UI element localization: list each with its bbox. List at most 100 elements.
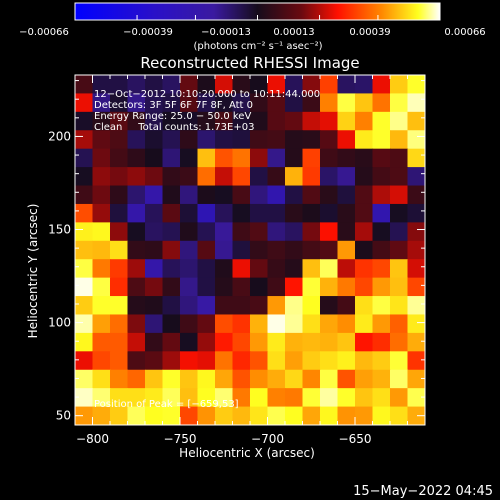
y-tick-label: 100	[48, 316, 71, 330]
heatmap-cell	[215, 406, 234, 425]
heatmap-cell	[145, 332, 164, 352]
heatmap-cell	[162, 75, 181, 95]
heatmap-cell	[407, 332, 425, 352]
x-axis-label: Heliocentric X (arcsec)	[179, 446, 315, 460]
heatmap-cell	[407, 406, 425, 425]
heatmap-cell	[355, 296, 374, 316]
heatmap-cell	[267, 75, 286, 95]
heatmap-cell	[250, 130, 269, 150]
x-tick-label: −650	[339, 432, 372, 446]
heatmap-cell	[180, 185, 199, 205]
heatmap-cell	[127, 277, 146, 297]
heatmap-cell	[337, 167, 356, 187]
heatmap-cell	[337, 222, 356, 242]
heatmap-cell	[337, 203, 356, 223]
heatmap-cell	[197, 406, 216, 425]
heatmap-cell	[92, 203, 111, 223]
heatmap-cell	[320, 222, 339, 242]
heatmap-cell	[355, 406, 374, 425]
heatmap-cell	[110, 296, 129, 316]
heatmap-cell	[250, 277, 269, 297]
heatmap-cell	[110, 406, 129, 425]
heatmap-cell	[407, 296, 425, 316]
heatmap-cell	[232, 75, 251, 95]
heatmap-cell	[215, 203, 234, 223]
heatmap-cell	[145, 277, 164, 297]
heatmap-cell	[127, 185, 146, 205]
heatmap-cell	[407, 148, 425, 168]
heatmap-cell	[180, 222, 199, 242]
heatmap-cell	[302, 148, 321, 168]
heatmap-cell	[215, 75, 234, 95]
heatmap-cell	[337, 351, 356, 371]
heatmap-cell	[162, 314, 181, 334]
heatmap-cell	[110, 111, 129, 131]
heatmap-cell	[180, 93, 199, 113]
heatmap-cell	[92, 111, 111, 131]
heatmap-cell	[110, 314, 129, 334]
heatmap-cell	[250, 93, 269, 113]
heatmap-cell	[110, 203, 129, 223]
heatmap-cell	[145, 351, 164, 371]
heatmap-cell	[127, 111, 146, 131]
heatmap-cell	[267, 240, 286, 260]
heatmap-cell	[197, 240, 216, 260]
heatmap-cell	[145, 240, 164, 260]
heatmap-cell	[75, 259, 94, 279]
colorbar-tick-3: −0.00013	[201, 27, 251, 38]
heatmap-cell	[180, 388, 199, 408]
heatmap-cell	[180, 277, 199, 297]
chart-title: Reconstructed RHESSI Image	[140, 54, 359, 72]
info-line-energy: Energy Range: 25.0 − 50.0 keV	[94, 111, 251, 122]
heatmap-cell	[390, 203, 409, 223]
heatmap-cell	[390, 93, 409, 113]
heatmap-cell	[180, 351, 199, 371]
heatmap-cell	[407, 240, 425, 260]
heatmap-cell	[250, 185, 269, 205]
heatmap-cell	[162, 111, 181, 131]
heatmap-cell	[372, 167, 391, 187]
y-tick-label: 200	[48, 129, 71, 143]
heatmap-cell	[320, 185, 339, 205]
heatmap-cell	[372, 222, 391, 242]
heatmap-cell	[267, 203, 286, 223]
heatmap-cell	[355, 203, 374, 223]
heatmap-cell	[337, 148, 356, 168]
heatmap-cell	[180, 332, 199, 352]
info-line-counts: Clean Total counts: 1.73E+03	[94, 122, 254, 133]
heatmap-cell	[215, 185, 234, 205]
heatmap-cell	[355, 351, 374, 371]
heatmap-cell	[302, 406, 321, 425]
heatmap-cell	[92, 277, 111, 297]
heatmap-cell	[215, 259, 234, 279]
heatmap-cell	[92, 259, 111, 279]
x-tick-label: −750	[164, 432, 197, 446]
heatmap-cell	[390, 296, 409, 316]
heatmap-cell	[197, 130, 216, 150]
heatmap-cell	[75, 93, 94, 113]
heatmap-cell	[145, 369, 164, 389]
heatmap-cell	[232, 388, 251, 408]
heatmap-cell	[302, 388, 321, 408]
heatmap-cell	[302, 369, 321, 389]
heatmap-cell	[285, 259, 304, 279]
heatmap-cell	[337, 369, 356, 389]
heatmap-cell	[197, 332, 216, 352]
heatmap-cell	[110, 240, 129, 260]
heatmap-cell	[162, 222, 181, 242]
heatmap-cell	[302, 332, 321, 352]
heatmap-cell	[110, 388, 129, 408]
heatmap-cell	[250, 111, 269, 131]
heatmap-cell	[127, 222, 146, 242]
heatmap-cell	[267, 406, 286, 425]
heatmap-cell	[372, 240, 391, 260]
heatmap-cell	[75, 406, 94, 425]
heatmap-cell	[250, 406, 269, 425]
heatmap-cell	[127, 296, 146, 316]
heatmap-cell	[390, 277, 409, 297]
heatmap-cell	[92, 185, 111, 205]
heatmap-cell	[267, 222, 286, 242]
peak-position-label: Position of Peak = [−659,53]	[94, 399, 239, 410]
heatmap-cell	[250, 351, 269, 371]
heatmap-cell	[250, 388, 269, 408]
